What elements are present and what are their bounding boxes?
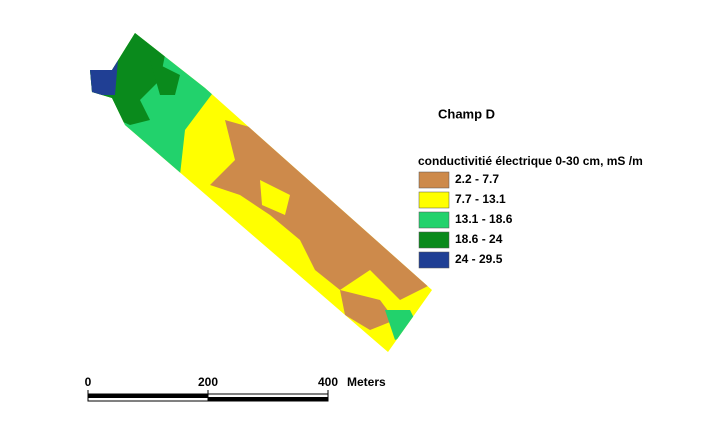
legend-swatch [418,171,450,189]
legend-swatch [418,231,450,249]
legend-label: 24 - 29.5 [455,252,503,266]
scale-unit: Meters [347,375,386,389]
scale-bar-segment [208,397,328,401]
legend-label: 7.7 - 13.1 [455,192,506,206]
legend-title: conductivitié électrique 0-30 cm, mS /m [418,154,643,168]
scale-tick-label: 400 [318,375,338,389]
scale-bar-segment [88,394,208,398]
legend: 2.2 - 7.7 7.7 - 13.1 13.1 - 18.6 18.6 - 24 2… [418,171,513,269]
legend-label: 2.2 - 7.7 [455,172,499,186]
field-map [90,33,432,352]
scale-tick-label: 200 [198,375,218,389]
scale-tick-label: 0 [85,375,92,389]
legend-label: 18.6 - 24 [455,232,503,246]
map-title: Champ D [438,106,495,121]
legend-swatch [418,191,450,209]
legend-label: 13.1 - 18.6 [455,212,513,226]
scale-bar: 0 200 400 Meters [85,375,386,402]
legend-swatch [418,211,450,229]
legend-swatch [418,251,450,269]
